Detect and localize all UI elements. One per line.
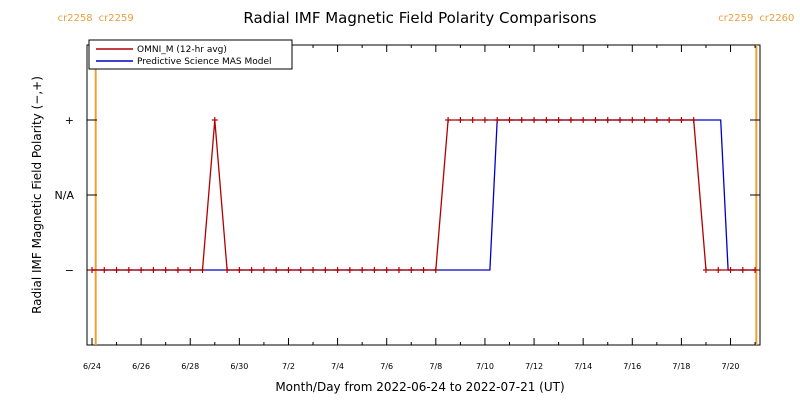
data-point-marker — [629, 117, 636, 123]
series-line — [92, 119, 756, 271]
data-point-marker — [224, 267, 231, 273]
x-axis-label: Month/Day from 2022-06-24 to 2022-07-21 … — [275, 380, 564, 394]
data-point-marker — [555, 117, 562, 123]
data-point-marker — [580, 117, 587, 123]
data-point-marker — [592, 117, 599, 123]
data-point-marker — [138, 267, 145, 273]
x-tick-label: 7/20 — [722, 362, 740, 371]
data-point-marker — [236, 267, 243, 273]
x-tick-label: 7/12 — [525, 362, 543, 371]
data-point-marker — [101, 267, 108, 273]
data-point-marker — [187, 267, 194, 273]
data-point-marker — [641, 117, 648, 123]
y-axis-label: Radial IMF Magnetic Field Polarity (−,+) — [30, 76, 44, 314]
data-point-marker — [199, 267, 206, 273]
data-point-marker — [506, 117, 513, 123]
x-tick-label: 7/4 — [331, 362, 344, 371]
data-point-marker — [752, 267, 759, 273]
x-tick-label: 6/30 — [230, 362, 248, 371]
x-tick-label: 7/18 — [672, 362, 690, 371]
x-tick-label: 7/16 — [623, 362, 641, 371]
data-point-marker — [359, 267, 366, 273]
x-tick-label: 7/6 — [380, 362, 393, 371]
data-point-marker — [666, 117, 673, 123]
data-point-marker — [248, 267, 255, 273]
carrington-left-label: cr2259 — [718, 13, 753, 24]
legend-box — [88, 39, 293, 70]
data-point-marker — [567, 117, 574, 123]
data-point-marker — [715, 267, 722, 273]
legend: OMNI_M (12-hr avg) Predictive Science MA… — [88, 39, 293, 70]
data-point-marker — [297, 267, 304, 273]
legend-label-omni: OMNI_M (12-hr avg) — [137, 45, 227, 55]
data-point-marker — [727, 267, 734, 273]
data-point-marker — [531, 117, 538, 123]
data-point-marker — [383, 267, 390, 273]
data-point-marker — [334, 267, 341, 273]
data-point-marker — [395, 267, 402, 273]
data-point-marker — [310, 267, 317, 273]
x-tick-label: 6/26 — [132, 362, 150, 371]
data-point-marker — [273, 267, 280, 273]
legend-label-mas: Predictive Science MAS Model — [137, 57, 272, 67]
data-point-marker — [678, 117, 685, 123]
data-point-marker — [469, 117, 476, 123]
y-tick-label: + — [65, 114, 74, 127]
data-point-marker — [432, 267, 439, 273]
y-tick-label: − — [65, 264, 74, 277]
carrington-right-label: cr2259 — [99, 13, 134, 24]
data-point-marker — [739, 267, 746, 273]
y-tick-label: N/A — [55, 189, 75, 202]
data-point-marker — [322, 267, 329, 273]
data-point-marker — [653, 117, 660, 123]
data-point-marker — [445, 117, 452, 123]
chart-title: Radial IMF Magnetic Field Polarity Compa… — [243, 9, 596, 27]
data-point-marker — [420, 267, 427, 273]
data-point-marker — [211, 117, 218, 123]
data-point-marker — [113, 267, 120, 273]
x-tick-label: 7/10 — [476, 362, 494, 371]
data-point-marker — [150, 267, 157, 273]
x-tick-label: 6/28 — [181, 362, 199, 371]
x-tick-label: 7/8 — [429, 362, 442, 371]
x-tick-label: 7/14 — [574, 362, 592, 371]
data-point-marker — [89, 267, 95, 273]
data-point-marker — [285, 267, 292, 273]
x-tick-label: 6/24 — [83, 362, 101, 371]
data-point-marker — [543, 117, 550, 123]
data-point-marker — [604, 117, 611, 123]
data-point-marker — [518, 117, 525, 123]
data-point-marker — [617, 117, 624, 123]
data-point-marker — [690, 117, 697, 123]
carrington-right-label: cr2260 — [759, 13, 794, 24]
data-point-marker — [371, 267, 378, 273]
series-line — [92, 119, 756, 271]
data-point-marker — [174, 267, 181, 273]
data-point-marker — [457, 117, 464, 123]
plot-frame — [86, 44, 761, 346]
data-point-marker — [346, 267, 353, 273]
x-tick-label: 7/2 — [282, 362, 295, 371]
data-point-marker — [408, 267, 415, 273]
data-point-marker — [481, 117, 488, 123]
carrington-left-label: cr2258 — [58, 13, 93, 24]
data-point-marker — [125, 267, 132, 273]
data-point-marker — [702, 267, 709, 273]
data-point-marker — [162, 267, 169, 273]
data-point-marker — [494, 117, 501, 123]
data-point-marker — [260, 267, 267, 273]
